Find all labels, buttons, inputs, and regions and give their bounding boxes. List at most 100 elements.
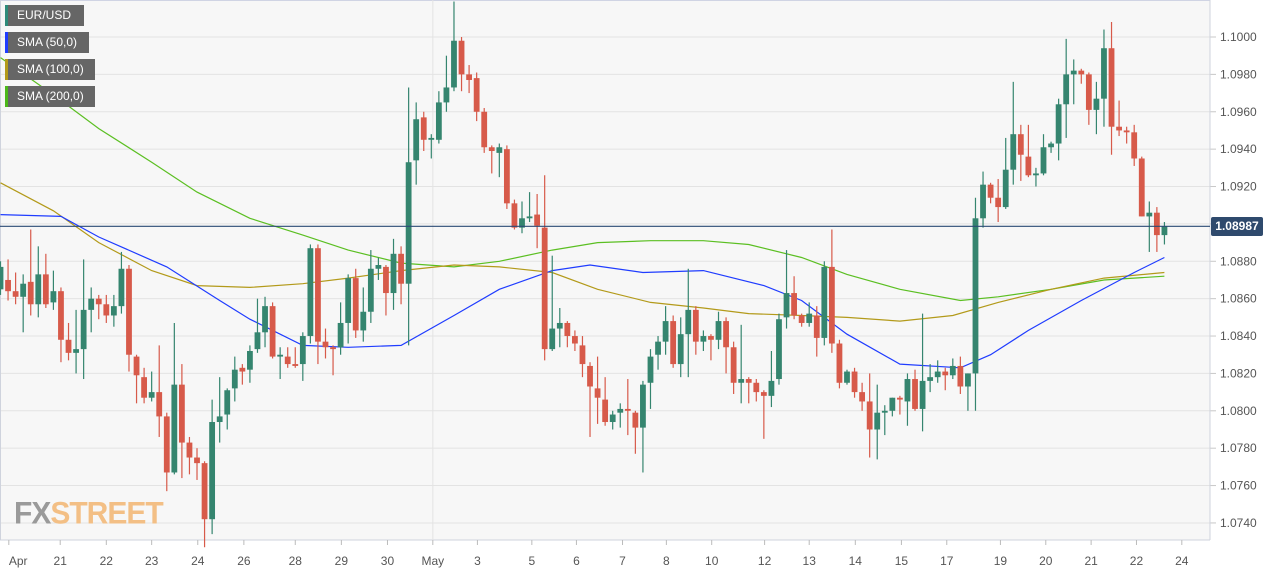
candle-bullish [677,317,684,378]
legend-color-swatch [5,32,8,53]
legend-sma100[interactable]: SMA (100,0) [5,59,95,80]
legend-sma50[interactable]: SMA (50,0) [5,32,89,53]
candle-bullish [390,238,397,310]
candle-body [1161,226,1168,236]
candle-bearish [95,294,102,320]
x-tick-label: 24 [1175,554,1189,568]
y-tick-label: 1.0960 [1220,105,1257,119]
candle-bullish [224,388,231,430]
candle-body [844,371,850,383]
x-tick-label: 17 [940,554,954,568]
candle-body [466,74,472,80]
candle-bearish [912,369,918,411]
candle-body [133,356,140,376]
candle-body [458,40,465,75]
candle-bullish [80,259,87,380]
legend-sma200[interactable]: SMA (200,0) [5,86,95,107]
candle-bearish [866,373,873,458]
candle-body [1025,156,1032,176]
candle-bullish [435,91,442,144]
candle-body [1040,147,1047,174]
candle-body [141,377,148,398]
candle-body [118,268,125,307]
candle-body [587,365,593,387]
candle-bearish [511,199,518,230]
y-tick-label: 1.0740 [1220,516,1257,530]
candle-bearish [995,179,1002,223]
candle-bearish [730,341,737,394]
candle-bearish [602,377,609,426]
candle-body [5,279,11,292]
sma100-line [0,182,1165,322]
candle-bearish [163,412,170,492]
candle-body [315,248,321,342]
candle-bullish [496,143,503,178]
candle-body [269,306,276,357]
legend-eurusd[interactable]: EUR/USD [5,5,84,26]
candle-body [163,416,170,473]
x-tick-label: 20 [1039,554,1053,568]
candle-bullish [1048,141,1054,153]
candle-body [292,364,299,366]
candle-bearish [330,345,336,376]
candle-body [768,380,775,396]
candle-body [632,412,639,428]
candle-bullish [337,302,344,355]
candle-bullish [1063,38,1070,138]
candle-body [307,248,314,337]
candle-bearish [1017,124,1024,181]
y-tick-label: 1.0820 [1220,366,1257,380]
candle-bullish [655,336,661,370]
candle-bullish [1033,167,1039,187]
candle-body [420,117,427,140]
candle-body [836,343,843,383]
candle-bearish [58,287,64,363]
candle-bullish [110,294,117,327]
candle-body [435,102,442,140]
candle-bearish [473,72,480,122]
candle-body [50,291,57,303]
candle-bullish [768,350,775,408]
candle-body [1146,212,1153,217]
candle-body [677,334,684,365]
candle-bullish [1055,98,1062,161]
candle-body [1033,173,1039,176]
x-tick-label: 13 [803,554,817,568]
candle-body [942,371,949,376]
x-tick-label: 29 [335,554,349,568]
candle-bullish [299,332,306,381]
candle-bullish [965,373,971,411]
candle-body [12,291,19,297]
candle-body [277,354,284,357]
candle-body [708,336,714,340]
candle-body [670,321,677,365]
candle-bearish [541,175,548,361]
candle-body [231,369,238,389]
candle-body [881,410,888,413]
y-tick-label: 1.0760 [1220,479,1257,493]
candle-bearish [156,345,163,437]
candle-body [488,147,495,152]
candle-body [405,162,412,284]
x-tick-label: 22 [1130,554,1144,568]
legend-color-swatch [5,86,8,107]
candle-body [972,218,979,374]
candle-bullish [776,313,782,385]
candle-bearish [284,347,291,368]
candle-bullish [972,197,979,411]
candle-bearish [791,276,797,320]
candle-bullish [715,311,722,350]
candle-bullish [806,302,813,327]
candle-bearish [398,246,404,305]
y-tick-label: 1.0880 [1220,254,1257,268]
candle-bearish [5,259,11,301]
candle-bullish [118,251,125,314]
x-tick-label: 26 [237,554,251,568]
candle-bearish [1138,156,1145,217]
x-tick-label: Apr [9,554,28,568]
candle-body [957,365,964,387]
candle-bullish [640,380,646,473]
candle-body [1048,143,1054,148]
candle-bullish [262,296,268,348]
candle-bearish [572,330,578,351]
